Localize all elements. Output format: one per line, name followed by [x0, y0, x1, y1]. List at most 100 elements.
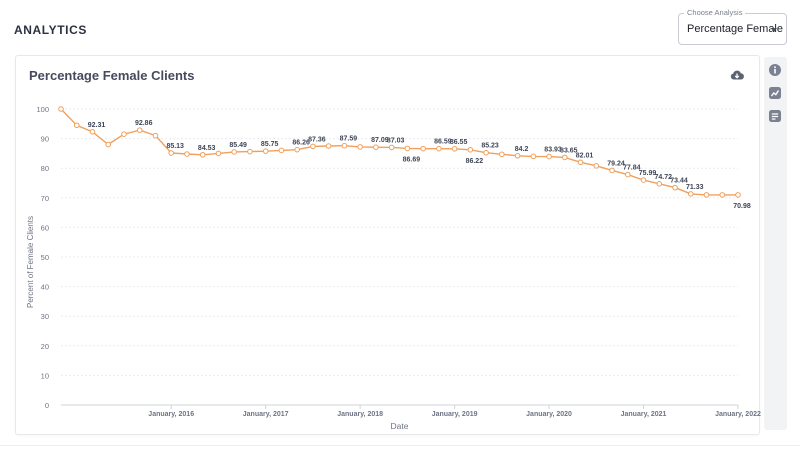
data-label: 84.2	[515, 146, 529, 153]
chevron-down-icon	[771, 28, 777, 32]
data-point	[73, 122, 80, 129]
data-label: 84.53	[198, 145, 216, 152]
data-point	[373, 144, 379, 151]
data-label: 73.44	[670, 178, 688, 185]
data-point	[215, 150, 222, 157]
data-point	[168, 150, 175, 156]
analysis-dropdown-label: Choose Analysis	[684, 8, 746, 17]
data-point	[703, 192, 710, 198]
page-title: ANALYTICS	[14, 23, 87, 37]
data-label: 87.36	[308, 136, 326, 143]
side-toolbar	[764, 57, 787, 430]
y-tick-label: 70	[41, 194, 49, 203]
data-point	[514, 152, 521, 159]
analysis-dropdown[interactable]: Choose Analysis Percentage Female	[678, 8, 787, 45]
data-point	[357, 144, 363, 150]
data-point	[58, 106, 64, 112]
data-point	[247, 148, 253, 155]
data-point	[735, 192, 741, 198]
data-label: 79.24	[607, 160, 625, 167]
y-tick-label: 90	[41, 135, 49, 144]
data-label: 70.98	[733, 203, 751, 210]
y-tick-label: 0	[45, 401, 49, 410]
data-label: 87.09	[371, 137, 389, 144]
data-point	[105, 141, 112, 148]
data-point	[199, 151, 206, 158]
data-point	[562, 154, 568, 161]
data-point	[530, 153, 537, 160]
data-point	[325, 143, 332, 149]
data-point	[136, 127, 143, 133]
data-point	[672, 184, 678, 191]
data-point	[436, 145, 442, 152]
data-label: 92.31	[88, 122, 106, 129]
data-label: 74.72	[655, 174, 673, 181]
y-tick-label: 20	[41, 342, 49, 351]
data-label: 82.01	[576, 152, 594, 159]
data-point	[262, 148, 269, 154]
data-point	[404, 145, 411, 152]
y-tick-label: 60	[41, 223, 49, 232]
data-label: 71.33	[686, 184, 704, 191]
x-tick-label: January, 2018	[337, 411, 383, 418]
data-point	[278, 147, 285, 154]
x-axis-label: Date	[391, 421, 409, 431]
x-tick-label: January, 2019	[432, 411, 478, 418]
notes-icon[interactable]	[768, 109, 782, 123]
data-label: 77.84	[623, 165, 641, 172]
data-point	[341, 142, 348, 149]
data-point	[121, 131, 127, 137]
data-point	[483, 149, 489, 156]
y-tick-label: 30	[41, 312, 49, 321]
data-point	[420, 145, 426, 152]
y-tick-label: 50	[41, 253, 49, 262]
data-label: 86.26	[292, 140, 310, 147]
x-tick-label: January, 2016	[148, 411, 194, 418]
y-axis-label: Percent of Female Clients	[26, 216, 35, 308]
data-label: 86.69	[403, 156, 421, 163]
data-point	[499, 151, 505, 158]
data-label: 83.65	[560, 147, 578, 154]
data-point	[640, 177, 647, 183]
x-tick-label: January, 2022	[715, 411, 761, 418]
data-point	[184, 151, 190, 157]
data-point	[152, 132, 159, 139]
data-label: 85.49	[229, 142, 247, 149]
y-tick-label: 100	[36, 105, 49, 114]
data-point	[577, 159, 584, 166]
x-tick-label: January, 2021	[621, 411, 667, 418]
chart-card: Percentage Female Clients 0 10 20 30 40 50 60 7…	[15, 55, 761, 435]
data-point	[687, 191, 694, 197]
content-divider	[0, 445, 800, 449]
x-tick-label: January, 2017	[243, 411, 289, 418]
data-label: 86.59	[434, 139, 452, 146]
data-label: 87.03	[387, 137, 405, 144]
data-point	[294, 146, 300, 153]
chart-title: Percentage Female Clients	[29, 68, 195, 83]
data-point	[593, 163, 600, 169]
cloud-download-icon[interactable]	[730, 69, 744, 81]
data-label: 85.75	[261, 141, 279, 148]
line-chart: 0 10 20 30 40 50 60 70 80 90 100 January, 2016 Janua…	[26, 105, 761, 431]
data-point	[546, 153, 552, 160]
data-point	[89, 128, 96, 135]
info-icon[interactable]	[768, 63, 782, 77]
data-point	[388, 144, 395, 151]
data-label: 92.86	[135, 120, 153, 127]
data-label: 87.59	[340, 136, 358, 143]
data-point	[451, 146, 458, 152]
data-point	[609, 167, 615, 174]
data-label: 85.23	[481, 143, 499, 150]
data-label: 86.22	[466, 158, 484, 165]
data-point	[231, 149, 237, 155]
data-point	[310, 143, 316, 150]
x-tick-label: January, 2020	[526, 411, 572, 418]
data-label: 75.99	[639, 170, 657, 177]
y-tick-label: 80	[41, 164, 49, 173]
y-tick-label: 40	[41, 283, 49, 292]
chart-icon[interactable]	[768, 86, 782, 100]
data-label: 85.13	[166, 143, 184, 150]
data-point	[624, 171, 631, 178]
data-label: 86.55	[450, 139, 468, 146]
